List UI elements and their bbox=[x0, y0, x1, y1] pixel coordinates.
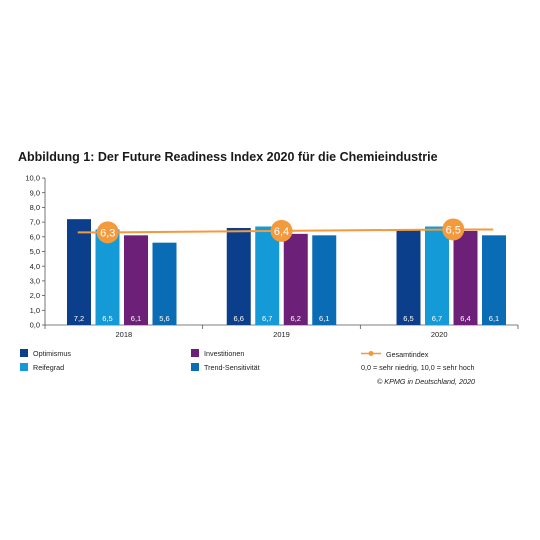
bar-reifegrad bbox=[255, 226, 280, 325]
legend-label-trend: Trend-Sensitivität bbox=[204, 363, 260, 372]
bar-trendsensitivitt bbox=[152, 242, 177, 325]
x-category-label: 2018 bbox=[115, 330, 132, 339]
legend-swatch-investitionen bbox=[191, 349, 199, 357]
gesamtindex-value-label: 6,4 bbox=[274, 226, 289, 238]
bar-value-label: 7,2 bbox=[74, 314, 84, 323]
legend-item-reifegrad: Reifegrad bbox=[20, 363, 64, 372]
legend-label-optimismus: Optimismus bbox=[33, 349, 71, 358]
legend-label-gesamtindex: Gesamtindex bbox=[386, 350, 429, 359]
y-tick-label: 0,0 bbox=[30, 321, 40, 330]
bar-value-label: 6,1 bbox=[131, 314, 141, 323]
bar-reifegrad bbox=[425, 226, 449, 325]
gesamtindex-line-segment bbox=[281, 228, 454, 232]
bar-optimismus bbox=[226, 227, 251, 325]
legend-label-investitionen: Investitionen bbox=[204, 349, 245, 358]
y-tick-label: 10,0 bbox=[25, 174, 40, 183]
y-tick-label: 4,0 bbox=[30, 262, 40, 271]
bar-value-label: 6,1 bbox=[489, 314, 499, 323]
y-tick-label: 2,0 bbox=[30, 291, 40, 300]
x-category-label: 2020 bbox=[431, 330, 448, 339]
y-tick-label: 5,0 bbox=[30, 247, 40, 256]
legend-item-trend: Trend-Sensitivität bbox=[191, 363, 260, 372]
bar-value-label: 6,1 bbox=[319, 314, 329, 323]
bar-value-label: 6,7 bbox=[262, 314, 272, 323]
y-tick-label: 8,0 bbox=[30, 203, 40, 212]
bar-value-label: 6,5 bbox=[403, 314, 413, 323]
bar-investitionen bbox=[124, 235, 148, 325]
bar-investitionen bbox=[283, 233, 308, 325]
bar-trendsensitivitt bbox=[482, 235, 506, 325]
y-tick-label: 3,0 bbox=[30, 277, 40, 286]
gesamtindex-value-label: 6,5 bbox=[446, 224, 461, 236]
y-tick-label: 7,0 bbox=[30, 218, 40, 227]
bar-value-label: 6,5 bbox=[102, 314, 112, 323]
legend-swatch-optimismus bbox=[20, 349, 28, 357]
legend-item-gesamtindex: Gesamtindex bbox=[361, 349, 428, 359]
bar-value-label: 6,2 bbox=[291, 314, 301, 323]
scale-note: 0,0 = sehr niedrig, 10,0 = sehr hoch bbox=[361, 363, 475, 372]
gesamtindex-marker bbox=[442, 218, 465, 241]
legend-item-optimismus: Optimismus bbox=[20, 349, 71, 358]
bar-reifegrad bbox=[95, 229, 120, 325]
legend-item-investitionen: Investitionen bbox=[191, 349, 244, 358]
bar-value-label: 6,7 bbox=[432, 314, 442, 323]
gesamtindex-value-label: 6,3 bbox=[100, 227, 115, 239]
legend-swatch-reifegrad bbox=[20, 363, 28, 371]
bar-value-label: 6,4 bbox=[460, 314, 470, 323]
gesamtindex-line-segment bbox=[107, 229, 282, 234]
legend-swatch-gesamtindex bbox=[361, 351, 381, 356]
bar-investitionen bbox=[453, 230, 478, 325]
chart-title: Abbildung 1: Der Future Readiness Index … bbox=[18, 150, 438, 164]
bar-value-label: 5,6 bbox=[159, 314, 169, 323]
y-tick-label: 6,0 bbox=[30, 232, 40, 241]
legend-label-reifegrad: Reifegrad bbox=[33, 363, 65, 372]
copyright-note: © KPMG in Deutschland, 2020 bbox=[377, 377, 475, 386]
legend-swatch-trend bbox=[191, 363, 199, 371]
bar-optimismus bbox=[67, 219, 91, 325]
gesamtindex-marker bbox=[270, 219, 293, 242]
y-tick-label: 9,0 bbox=[30, 188, 40, 197]
x-category-label: 2019 bbox=[273, 330, 290, 339]
bar-trendsensitivitt bbox=[312, 235, 337, 325]
y-tick-label: 1,0 bbox=[30, 306, 40, 315]
bar-value-label: 6,6 bbox=[234, 314, 244, 323]
gesamtindex-marker bbox=[96, 221, 119, 244]
bar-optimismus bbox=[396, 229, 421, 325]
